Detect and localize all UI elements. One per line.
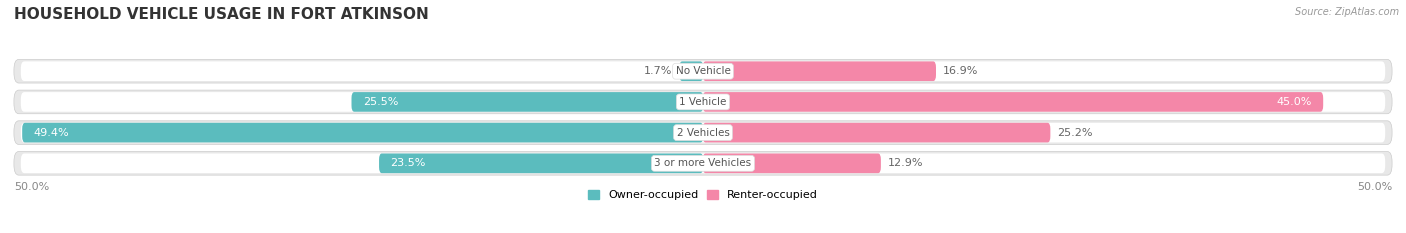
FancyBboxPatch shape	[21, 61, 1385, 81]
Text: 1 Vehicle: 1 Vehicle	[679, 97, 727, 107]
FancyBboxPatch shape	[679, 61, 703, 81]
Text: HOUSEHOLD VEHICLE USAGE IN FORT ATKINSON: HOUSEHOLD VEHICLE USAGE IN FORT ATKINSON	[14, 7, 429, 22]
Text: 50.0%: 50.0%	[1357, 182, 1392, 192]
FancyBboxPatch shape	[14, 151, 1392, 175]
FancyBboxPatch shape	[703, 154, 882, 173]
Text: 25.5%: 25.5%	[363, 97, 398, 107]
FancyBboxPatch shape	[352, 92, 703, 112]
FancyBboxPatch shape	[14, 90, 1392, 114]
FancyBboxPatch shape	[14, 59, 1392, 83]
Text: 2 Vehicles: 2 Vehicles	[676, 128, 730, 138]
FancyBboxPatch shape	[21, 92, 1385, 112]
Text: 1.7%: 1.7%	[644, 66, 672, 76]
Text: 3 or more Vehicles: 3 or more Vehicles	[654, 158, 752, 168]
FancyBboxPatch shape	[703, 92, 1323, 112]
Legend: Owner-occupied, Renter-occupied: Owner-occupied, Renter-occupied	[583, 186, 823, 205]
FancyBboxPatch shape	[703, 61, 936, 81]
Text: Source: ZipAtlas.com: Source: ZipAtlas.com	[1295, 7, 1399, 17]
Text: No Vehicle: No Vehicle	[675, 66, 731, 76]
FancyBboxPatch shape	[21, 123, 1385, 142]
Text: 12.9%: 12.9%	[887, 158, 924, 168]
FancyBboxPatch shape	[380, 154, 703, 173]
Text: 23.5%: 23.5%	[391, 158, 426, 168]
FancyBboxPatch shape	[14, 121, 1392, 144]
Text: 49.4%: 49.4%	[34, 128, 69, 138]
FancyBboxPatch shape	[22, 123, 703, 142]
Text: 50.0%: 50.0%	[14, 182, 49, 192]
Text: 16.9%: 16.9%	[943, 66, 979, 76]
Text: 45.0%: 45.0%	[1277, 97, 1312, 107]
FancyBboxPatch shape	[703, 123, 1050, 142]
FancyBboxPatch shape	[21, 154, 1385, 173]
Text: 25.2%: 25.2%	[1057, 128, 1092, 138]
